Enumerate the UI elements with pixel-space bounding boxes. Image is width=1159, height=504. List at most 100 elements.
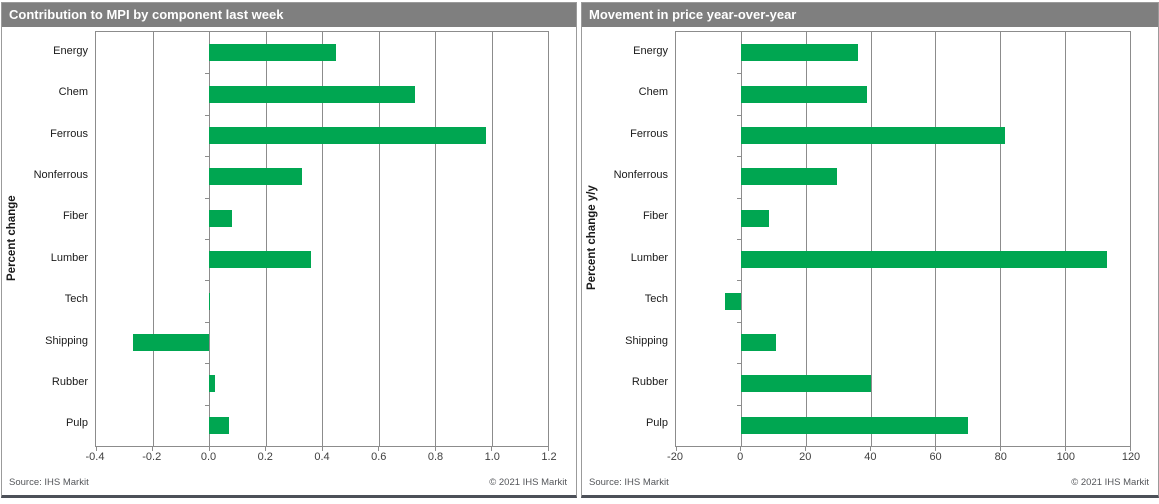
chart-panel-price-movement: Movement in price year-over-year Percent… — [581, 2, 1159, 498]
x-tick-label: 100 — [1056, 451, 1076, 463]
chart-title-bar: Movement in price year-over-year — [582, 3, 1158, 27]
gridline — [491, 32, 493, 446]
category-label: Rubber — [51, 375, 88, 388]
x-axis-tick — [805, 446, 807, 451]
x-axis-tick — [547, 446, 549, 451]
x-tick-label: 1.2 — [541, 451, 557, 463]
gridline — [322, 32, 323, 446]
category-axis-tick — [205, 197, 209, 199]
x-tick-label: 0.0 — [200, 451, 217, 463]
category-axis-tick — [736, 114, 741, 116]
category-label: Energy — [53, 44, 88, 57]
x-tick-label: 40 — [864, 451, 877, 463]
gridline — [805, 32, 807, 446]
category-axis: Energy Chem Ferrous Nonferrous Fiber Lumber Te… — [2, 31, 88, 445]
bar-rubber — [209, 375, 215, 393]
copyright-note: © 2021 IHS Markit — [489, 477, 567, 488]
category-label: Nonferrous — [613, 168, 668, 181]
category-label: Ferrous — [50, 127, 88, 140]
category-label: Tech — [644, 293, 668, 306]
gridline — [152, 32, 154, 446]
category-label: Pulp — [65, 417, 88, 430]
gridline — [435, 32, 436, 446]
gridline — [870, 32, 872, 446]
gridline — [1065, 32, 1067, 446]
x-axis-tick — [434, 446, 436, 451]
x-axis-tick — [675, 446, 677, 451]
x-tick-label: 0.2 — [257, 451, 273, 463]
bar-energy — [740, 44, 858, 62]
chart-title: Movement in price year-over-year — [589, 7, 797, 22]
x-tick-label: -0.4 — [85, 451, 105, 463]
bar-shipping — [740, 334, 776, 351]
category-label: Lumber — [630, 251, 668, 264]
bar-shipping — [132, 334, 209, 351]
x-tick-label: 0.6 — [371, 451, 387, 463]
category-label: Energy — [633, 44, 668, 57]
x-axis-tick — [1129, 446, 1131, 451]
category-label: Rubber — [631, 375, 668, 388]
category-label: Fiber — [62, 210, 88, 223]
category-label: Chem — [58, 86, 88, 99]
category-axis-tick — [736, 363, 741, 365]
category-axis-tick — [205, 239, 209, 240]
x-tick-label: 80 — [994, 451, 1007, 463]
bar-pulp — [740, 416, 968, 434]
x-tick-label: 0.8 — [427, 451, 444, 463]
x-axis-tick-labels: -20 0 20 40 60 80 100 120 — [667, 451, 1140, 464]
category-axis-tick — [736, 197, 741, 199]
x-axis-tick — [208, 446, 210, 451]
x-tick-label: 20 — [799, 451, 812, 463]
x-tick-label: 120 — [1121, 451, 1141, 463]
category-axis-tick — [205, 114, 209, 116]
x-axis-tick-labels: -0.4 -0.2 0.0 0.2 0.4 0.6 0.8 1.0 1.2 — [86, 451, 557, 464]
gridline — [740, 32, 742, 446]
category-axis-tick — [205, 73, 209, 75]
x-axis-tick — [95, 446, 97, 451]
x-tick-label: 0.4 — [314, 451, 330, 463]
category-axis-tick — [205, 404, 209, 406]
bar-rubber — [740, 375, 871, 393]
x-axis-tick — [934, 446, 936, 451]
category-label: Pulp — [645, 417, 668, 430]
gridline — [209, 32, 210, 446]
bar-tech — [724, 292, 741, 310]
chart-title-bar: Contribution to MPI by component last we… — [2, 3, 576, 27]
x-axis-tick — [321, 446, 323, 451]
category-axis-tick — [205, 321, 209, 323]
category-axis: Energy Chem Ferrous Nonferrous Fiber Lumber Te… — [582, 31, 668, 445]
bar-ferrous — [209, 127, 486, 144]
category-axis-tick — [205, 156, 209, 158]
gridline — [378, 32, 380, 446]
bar-nonferrous — [209, 168, 303, 186]
x-axis-tick — [1064, 446, 1066, 451]
x-axis-tick — [870, 446, 872, 451]
x-axis-tick — [152, 446, 153, 451]
source-note: Source: IHS Markit — [589, 477, 669, 488]
category-label: Shipping — [45, 334, 88, 347]
x-axis-tick — [740, 446, 742, 451]
bar-lumber — [740, 251, 1108, 269]
category-axis-tick — [736, 321, 741, 323]
bar-tech — [209, 292, 211, 310]
gridline — [265, 32, 267, 446]
bar-pulp — [209, 416, 229, 434]
category-label: Nonferrous — [33, 168, 88, 181]
gridline — [1000, 32, 1002, 446]
bar-chem — [740, 85, 868, 103]
category-axis-tick — [205, 280, 209, 282]
x-tick-label: -0.2 — [142, 451, 162, 463]
x-axis-tick — [265, 446, 266, 451]
category-axis-tick — [736, 239, 741, 240]
x-axis-tick — [491, 446, 492, 451]
category-label: Chem — [638, 86, 668, 99]
category-axis-tick — [736, 73, 741, 75]
copyright-note: © 2021 IHS Markit — [1071, 477, 1149, 488]
plot-area — [95, 31, 549, 451]
gridline — [935, 32, 937, 446]
x-tick-label: 0 — [737, 451, 744, 463]
x-axis-tick — [378, 446, 379, 451]
bar-fiber — [209, 209, 232, 227]
category-label: Shipping — [625, 334, 668, 347]
